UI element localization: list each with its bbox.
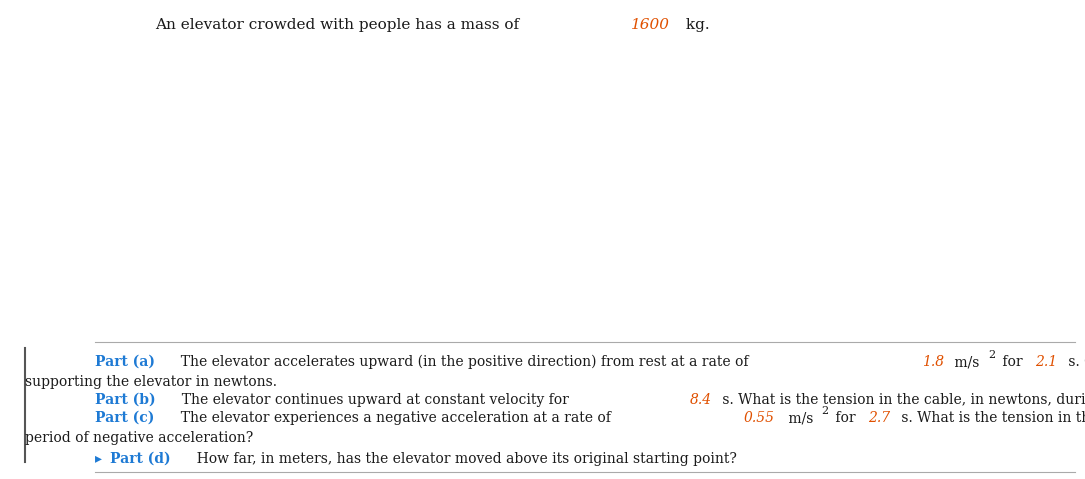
Text: for: for	[997, 355, 1026, 369]
Text: The elevator experiences a negative acceleration at a rate of: The elevator experiences a negative acce…	[171, 411, 615, 425]
Text: The elevator continues upward at constant velocity for: The elevator continues upward at constan…	[174, 393, 574, 407]
Text: 2: 2	[988, 350, 996, 360]
Text: Part (c): Part (c)	[95, 411, 154, 425]
Text: ▸: ▸	[95, 452, 106, 466]
Text: period of negative acceleration?: period of negative acceleration?	[25, 431, 253, 445]
Text: Part (a): Part (a)	[95, 355, 155, 369]
Text: Part (b): Part (b)	[95, 393, 155, 407]
Text: kg.: kg.	[681, 18, 710, 32]
Text: s. What is the tension in the cable, in newtons, during this: s. What is the tension in the cable, in …	[896, 411, 1085, 425]
Text: 2.1: 2.1	[1035, 355, 1057, 369]
Text: An elevator crowded with people has a mass of: An elevator crowded with people has a ma…	[155, 18, 524, 32]
Text: How far, in meters, has the elevator moved above its original starting point?: How far, in meters, has the elevator mov…	[188, 452, 737, 466]
Text: 1.8: 1.8	[922, 355, 944, 369]
Text: s. Calculate the tension in the cable: s. Calculate the tension in the cable	[1063, 355, 1085, 369]
Text: 8.4: 8.4	[690, 393, 712, 407]
Text: 2: 2	[821, 406, 829, 415]
Text: supporting the elevator in newtons.: supporting the elevator in newtons.	[25, 375, 277, 389]
Text: 0.55: 0.55	[743, 411, 775, 425]
Text: s. What is the tension in the cable, in newtons, during this time?: s. What is the tension in the cable, in …	[718, 393, 1085, 407]
Text: m/s: m/s	[783, 411, 813, 425]
Text: m/s: m/s	[950, 355, 980, 369]
Text: Part (d): Part (d)	[110, 452, 170, 466]
Text: 2.7: 2.7	[868, 411, 890, 425]
Text: The elevator accelerates upward (in the positive direction) from rest at a rate : The elevator accelerates upward (in the …	[173, 355, 753, 369]
Text: for: for	[831, 411, 859, 425]
Text: 1600: 1600	[631, 18, 671, 32]
